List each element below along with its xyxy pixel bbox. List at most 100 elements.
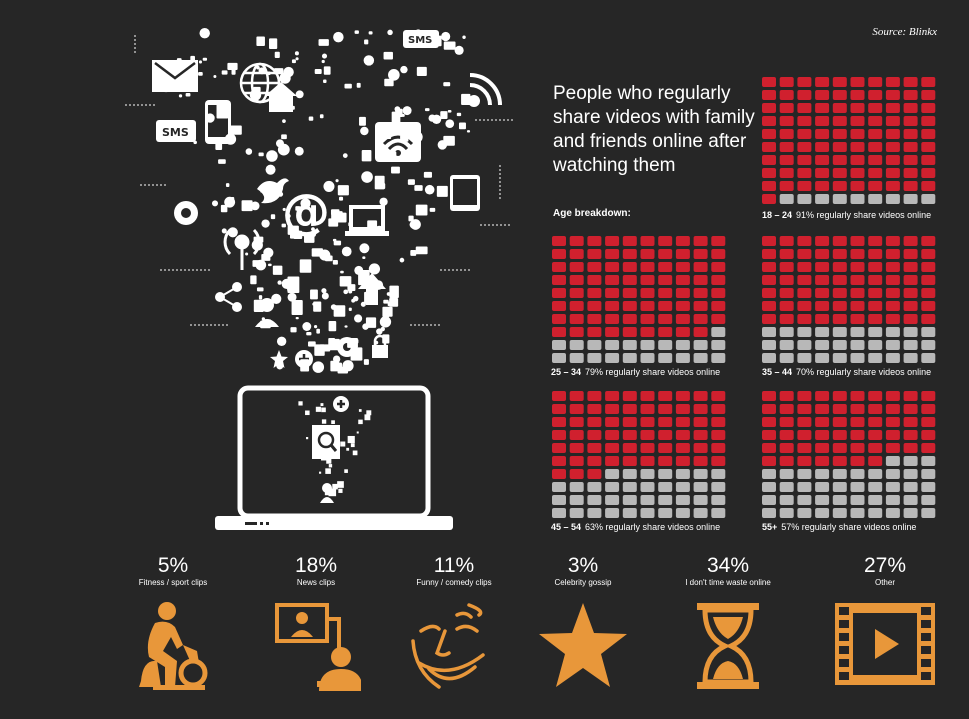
- waffle-cell-noshare: [640, 482, 655, 492]
- waffle-cell-noshare: [885, 340, 900, 350]
- age-group-label: 35 – 44: [762, 367, 793, 377]
- waffle-cell-share: [622, 430, 637, 440]
- funnel-scatter-mark: [339, 276, 352, 287]
- funnel-scatter-mark: [323, 79, 327, 83]
- funnel-scatter-mark: [458, 122, 466, 130]
- waffle-cell-noshare: [850, 469, 865, 479]
- funnel-scatter-mark: [400, 65, 408, 74]
- waffle-cell-share: [885, 129, 900, 139]
- waffle-cell-noshare: [850, 495, 865, 505]
- funnel-scatter-mark: [354, 314, 363, 323]
- funnel-scatter-mark: [410, 249, 417, 256]
- waffle-cell-share: [552, 443, 566, 453]
- waffle-cell-share: [622, 288, 637, 298]
- waffle-cell-share: [797, 391, 812, 401]
- waffle-cell-share: [850, 116, 865, 126]
- film-play-icon: [835, 603, 935, 685]
- waffle-caption-55-plus: 55+ 57% regularly share videos online: [762, 522, 916, 532]
- funnel-scatter-mark: [329, 338, 340, 351]
- waffle-cell-share: [779, 181, 794, 191]
- waffle-cell-noshare: [605, 353, 620, 363]
- waffle-cell-noshare: [885, 482, 900, 492]
- funnel-scatter-mark: [266, 150, 278, 162]
- funnel-scatter-mark: [277, 143, 290, 156]
- waffle-cell-noshare: [711, 327, 726, 337]
- waffle-cell-noshare: [605, 495, 620, 505]
- funnel-scatter-mark: [270, 214, 276, 220]
- waffle-cell-share: [587, 301, 602, 311]
- funnel-scatter-mark: [408, 215, 414, 222]
- waffle-cell-share: [622, 249, 637, 259]
- film-hole: [921, 646, 931, 654]
- waffle-cell-noshare: [921, 353, 936, 363]
- waffle-cell-share: [868, 262, 883, 272]
- funnel-scatter-mark: [461, 93, 471, 105]
- sms-bubble-icon: SMS: [403, 30, 439, 48]
- waffle-cell-share: [779, 103, 794, 113]
- funnel-scatter-mark: [362, 323, 369, 330]
- waffle-cell-share: [797, 142, 812, 152]
- waffle-cell-share: [605, 391, 620, 401]
- waffle-cell-share: [832, 181, 847, 191]
- waffle-cell-share: [762, 155, 776, 165]
- waffle-cell-noshare: [762, 327, 776, 337]
- waffle-cell-share: [762, 404, 776, 414]
- waffle-cell-share: [868, 236, 883, 246]
- waffle-cell-share: [797, 249, 812, 259]
- waffle-cell-share: [693, 430, 708, 440]
- waffle-cell-noshare: [832, 495, 847, 505]
- waffle-cell-share: [921, 236, 936, 246]
- waffle-cell-share: [552, 275, 566, 285]
- waffle-cell-noshare: [552, 495, 566, 505]
- waffle-cell-noshare: [552, 508, 566, 518]
- funnel-scatter-mark: [310, 289, 318, 300]
- waffle-cell-share: [921, 430, 936, 440]
- waffle-cell-share: [622, 404, 637, 414]
- waffle-cell-noshare: [797, 353, 812, 363]
- funnel-scatter-mark: [313, 325, 318, 329]
- waffle-cell-noshare: [675, 353, 690, 363]
- category-news: 18% News clips: [246, 555, 386, 691]
- waffle-cell-noshare: [903, 508, 918, 518]
- waffle-cell-noshare: [711, 469, 726, 479]
- waffle-cell-share: [711, 443, 726, 453]
- waffle-cell-share: [850, 262, 865, 272]
- waffle-cell-share: [903, 404, 918, 414]
- waffle-cell-share: [850, 404, 865, 414]
- waffle-cell-noshare: [868, 495, 883, 505]
- funnel-scatter-mark: [341, 246, 352, 257]
- funnel-scatter-mark: [428, 186, 435, 193]
- waffle-cell-noshare: [658, 495, 673, 505]
- waffle-cell-share: [868, 314, 883, 324]
- funnel-scatter-mark: [374, 175, 385, 190]
- waffle-cell-noshare: [675, 482, 690, 492]
- waffle-45-54: [552, 391, 728, 521]
- funnel-scatter-mark: [229, 125, 242, 135]
- funnel-scatter-mark: [335, 212, 347, 223]
- waffle-cell-share: [815, 249, 830, 259]
- waffle-cell-share: [797, 430, 812, 440]
- funnel-scatter-mark: [342, 360, 354, 372]
- film-hole: [839, 646, 849, 654]
- waffle-cell-share: [921, 181, 936, 191]
- waffle-cell-share: [762, 116, 776, 126]
- funnel-scatter-mark: [321, 419, 327, 424]
- waffle-cell-share: [587, 275, 602, 285]
- waffle-cell-share: [693, 288, 708, 298]
- funnel-scatter-mark: [320, 403, 324, 407]
- waffle-cell-noshare: [779, 469, 794, 479]
- funnel-scatter-mark: [363, 359, 369, 365]
- waffle-cell-noshare: [622, 508, 637, 518]
- waffle-cell-noshare: [797, 327, 812, 337]
- waffle-cell-share: [779, 391, 794, 401]
- waffle-cell-noshare: [832, 327, 847, 337]
- waffle-cell-noshare: [675, 495, 690, 505]
- funnel-scatter-mark: [160, 81, 172, 93]
- waffle-cell-noshare: [885, 353, 900, 363]
- funnel-scatter-mark: [348, 222, 353, 227]
- funnel-scatter-mark: [218, 159, 226, 164]
- waffle-cell-share: [815, 404, 830, 414]
- funnel-scatter-mark: [277, 191, 284, 197]
- funnel-scatter-mark: [291, 299, 303, 316]
- funnel-scatter-mark: [276, 336, 287, 347]
